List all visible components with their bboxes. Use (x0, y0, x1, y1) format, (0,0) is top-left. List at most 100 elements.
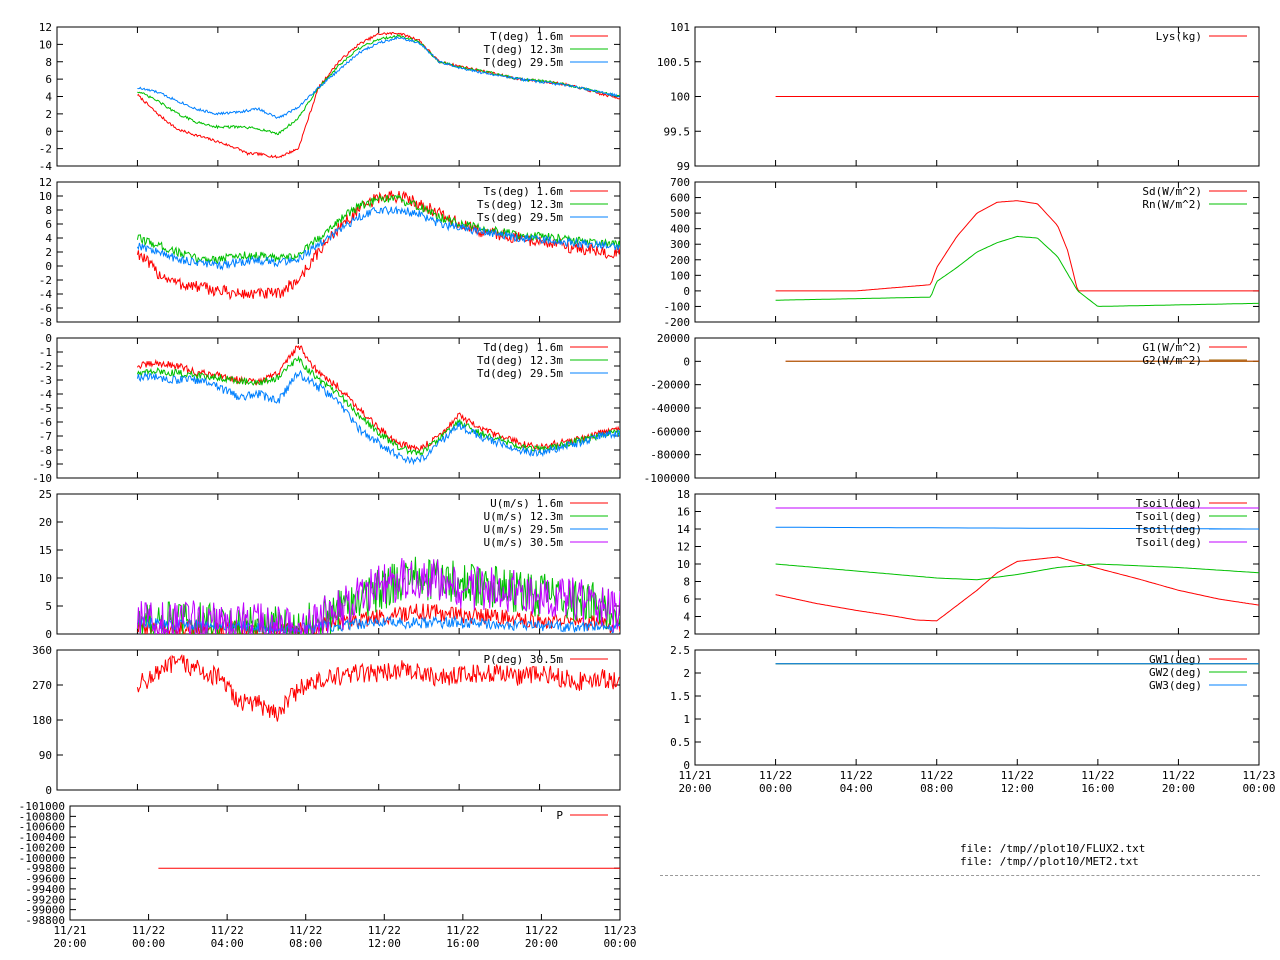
y-tick-label: 8 (45, 56, 52, 69)
y-tick-label: 1.5 (670, 690, 690, 703)
y-tick-label: -6 (39, 416, 52, 429)
y-tick-label: 16 (677, 506, 690, 519)
legend-label: U(m/s) 12.3m (484, 510, 564, 523)
y-tick-label: -100200 (19, 841, 65, 854)
y-tick-label: -100000 (644, 472, 690, 485)
legend-label: U(m/s) 30.5m (484, 536, 564, 549)
x-tick-label: 11/22 00:00 (132, 924, 165, 950)
y-tick-label: 10 (677, 558, 690, 571)
y-tick-label: 99 (677, 160, 690, 173)
y-tick-label: 5 (45, 600, 52, 613)
y-tick-label: -6 (39, 302, 52, 315)
y-tick-label: 4 (45, 91, 52, 104)
y-tick-label: 18 (677, 488, 690, 501)
legend-label: T(deg) 1.6m (490, 30, 563, 43)
y-tick-label: -99800 (25, 862, 65, 875)
y-tick-label: 20 (39, 516, 52, 529)
x-tick-label: 11/22 20:00 (1162, 769, 1195, 795)
y-tick-label: 20000 (657, 332, 690, 345)
y-tick-label: -40000 (650, 402, 690, 415)
plot-frame (694, 649, 1260, 766)
y-tick-label: -2 (39, 360, 52, 373)
y-tick-label: 600 (670, 192, 690, 205)
y-tick-label: -10 (32, 472, 52, 485)
y-tick-label: 12 (677, 541, 690, 554)
legend-label: U(m/s) 29.5m (484, 523, 564, 536)
legend-label: T(deg) 12.3m (484, 43, 564, 56)
legend-label: Td(deg) 29.5m (477, 367, 563, 380)
legend-label: Ts(deg) 12.3m (477, 198, 563, 211)
y-tick-label: -7 (39, 430, 52, 443)
y-tick-label: 8 (45, 204, 52, 217)
legend-label: U(m/s) 1.6m (490, 497, 563, 510)
y-tick-label: -2 (39, 274, 52, 287)
y-tick-label: 6 (45, 218, 52, 231)
x-tick-label: 11/22 08:00 (289, 924, 322, 950)
y-tick-label: 99.5 (664, 125, 691, 138)
y-tick-label: 2.5 (670, 644, 690, 657)
y-tick-label: -100800 (19, 810, 65, 823)
chart-pressure: -101000-100800-100600-100400-100200-1000… (19, 800, 637, 950)
y-tick-label: 0 (683, 759, 690, 772)
y-tick-label: -99200 (25, 893, 65, 906)
x-tick-label: 11/22 20:00 (525, 924, 558, 950)
y-tick-label: 0 (45, 784, 52, 797)
plot-frame (694, 181, 1260, 323)
y-tick-label: 0 (45, 332, 52, 345)
y-tick-label: 0 (45, 260, 52, 273)
y-tick-label: 2 (45, 246, 52, 259)
series-line (775, 563, 1259, 581)
y-tick-label: 1 (683, 713, 690, 726)
y-tick-label: 2 (45, 108, 52, 121)
series-line (137, 36, 620, 120)
y-tick-label: -99000 (25, 904, 65, 917)
legend-label: P(deg) 30.5m (484, 653, 564, 666)
y-tick-label: 10 (39, 190, 52, 203)
x-tick-label: 11/22 04:00 (840, 769, 873, 795)
y-tick-label: 0 (683, 355, 690, 368)
y-tick-label: 100.5 (657, 56, 690, 69)
y-tick-label: -5 (39, 402, 52, 415)
y-tick-label: 100 (670, 91, 690, 104)
legend-label: Lys(kg) (1156, 30, 1202, 43)
y-tick-label: 200 (670, 254, 690, 267)
chart-gw: 2.5 2 1.5 1 0.5 011/21 20:00 11/22 00:00 11/22 04:… (670, 644, 1275, 795)
y-tick-label: 0 (45, 628, 52, 641)
x-tick-label: 11/22 12:00 (1001, 769, 1034, 795)
series-line (136, 205, 620, 271)
y-tick-label: -99600 (25, 873, 65, 886)
y-tick-label: 0 (45, 125, 52, 138)
series-line (136, 369, 620, 466)
y-tick-label: -100000 (19, 852, 65, 865)
y-tick-label: 2 (683, 667, 690, 680)
x-tick-label: 11/23 00:00 (603, 924, 636, 950)
legend-label: Tsoil(deg) (1136, 510, 1202, 523)
series-line (775, 526, 1259, 530)
chart-soil-temp: 18161412108642Tsoil(deg)Tsoil(deg)Tsoil(… (677, 488, 1260, 641)
y-tick-label: 25 (39, 488, 52, 501)
series-line (136, 653, 620, 722)
x-tick-label: 11/23 00:00 (1242, 769, 1275, 795)
y-tick-label: 300 (670, 238, 690, 251)
file-label-flux: file: /tmp//plot10/FLUX2.txt (960, 842, 1146, 855)
y-tick-label: -9 (39, 458, 52, 471)
y-tick-label: 180 (32, 714, 52, 727)
y-tick-label: -98800 (25, 914, 65, 927)
y-tick-label: -4 (39, 388, 53, 401)
chart-soil-heat: 20000 0 -20000 -40000 -60000 -80000 -100000 G1(… (644, 332, 1260, 485)
legend-label: Td(deg) 12.3m (477, 354, 563, 367)
y-tick-label: 12 (39, 176, 52, 189)
file-label-met: file: /tmp//plot10/MET2.txt (960, 855, 1139, 868)
y-tick-label: -8 (39, 316, 52, 329)
chart-wind-direction: 360 270 180 90 0 P(deg) 30.5m (32, 644, 621, 797)
y-tick-label: 360 (32, 644, 52, 657)
y-tick-label: -4 (39, 288, 53, 301)
series-line (775, 200, 1259, 292)
x-tick-label: 11/22 16:00 (1081, 769, 1114, 795)
legend-label: Tsoil(deg) (1136, 523, 1202, 536)
legend-label: P (556, 809, 563, 822)
plot-frame (56, 493, 621, 635)
